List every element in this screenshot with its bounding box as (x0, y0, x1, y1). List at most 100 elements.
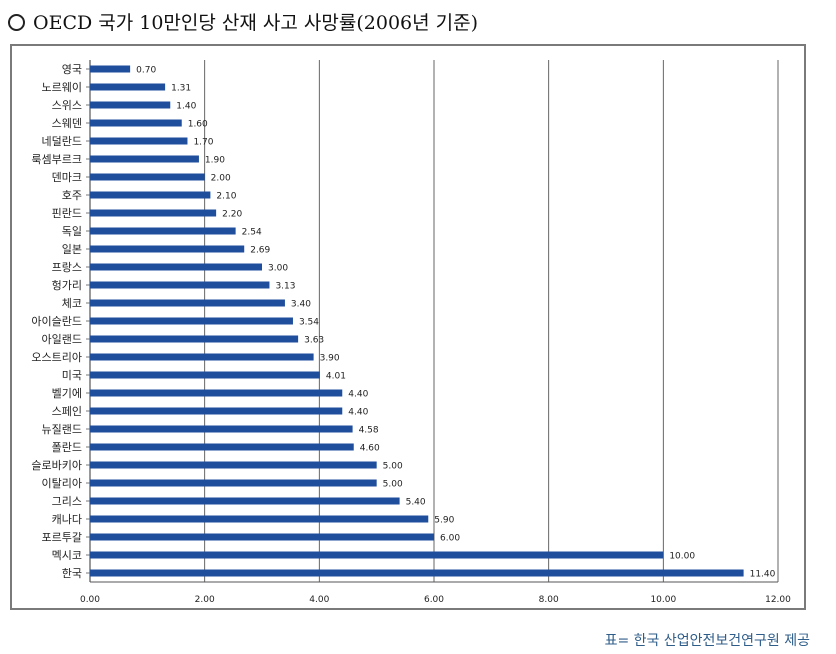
bar (90, 101, 171, 109)
category-label: 뉴질랜드 (42, 423, 82, 436)
category-label: 멕시코 (52, 549, 82, 562)
x-tick-label: 2.00 (195, 595, 215, 605)
chart-frame: 0.00 2.00 4.00 6.00 8.00 10.00 12.00 영국 0.70 노르웨이… (10, 44, 806, 610)
bar-value-label: 2.20 (222, 210, 242, 220)
category-label: 아이슬란드 (31, 315, 82, 328)
category-label: 핀란드 (52, 207, 82, 220)
bar (90, 137, 188, 145)
bar (90, 65, 131, 73)
category-label: 스위스 (52, 99, 82, 112)
category-label: 노르웨이 (42, 81, 82, 94)
bar (90, 497, 400, 505)
bar (90, 353, 314, 361)
bar-value-label: 1.40 (176, 102, 196, 112)
bar (90, 425, 353, 433)
bar (90, 335, 299, 343)
x-tick-label: 4.00 (309, 595, 329, 605)
category-label: 한국 (62, 567, 82, 580)
bar (90, 371, 320, 379)
bar-value-label: 6.00 (440, 534, 460, 544)
category-label: 벨기에 (52, 387, 82, 400)
bar (90, 407, 343, 415)
category-label: 일본 (62, 242, 82, 256)
source-caption: 표= 한국 산업안전보건연구원 제공 (604, 633, 810, 649)
bar-value-label: 0.70 (136, 66, 156, 76)
bar (90, 209, 217, 217)
category-label: 호주 (62, 189, 82, 202)
x-tick-label: 6.00 (424, 595, 444, 605)
bar (90, 443, 354, 451)
bar-value-label: 5.40 (406, 498, 426, 508)
bar (90, 515, 429, 523)
bar-value-label: 1.70 (193, 138, 213, 148)
bar (90, 389, 343, 397)
bar-value-label: 3.00 (268, 264, 288, 274)
category-label: 헝가리 (52, 279, 82, 292)
category-label: 덴마크 (52, 171, 82, 184)
bar (90, 479, 377, 487)
bar-value-label: 2.54 (242, 228, 262, 238)
bar-value-label: 3.40 (291, 300, 311, 310)
bar-value-label: 4.40 (348, 408, 368, 418)
x-tick-label: 8.00 (539, 595, 559, 605)
bar (90, 263, 262, 271)
category-label: 룩셈부르크 (31, 153, 82, 166)
bar (90, 317, 293, 325)
bar (90, 299, 285, 307)
bar-value-label: 2.00 (211, 174, 231, 184)
bar-value-label: 3.63 (304, 336, 324, 346)
category-label: 미국 (62, 369, 82, 382)
bar (90, 173, 205, 181)
bar-value-label: 4.01 (326, 372, 346, 382)
category-label: 폴란드 (52, 441, 82, 454)
bar (90, 245, 245, 253)
category-label: 스웨덴 (52, 117, 82, 130)
category-label: 프랑스 (52, 261, 82, 274)
x-tick-label: 0.00 (80, 595, 100, 605)
chart-title-text: OECD 국가 10만인당 산재 사고 사망률(2006년 기준) (33, 12, 479, 34)
bar (90, 155, 199, 163)
category-label: 아일랜드 (42, 332, 82, 346)
category-label: 오스트리아 (31, 351, 82, 364)
bar-value-label: 5.90 (434, 516, 454, 526)
bar (90, 569, 744, 577)
category-label: 체코 (62, 297, 82, 310)
bar (90, 227, 236, 235)
bar (90, 191, 211, 199)
bar (90, 281, 270, 289)
bar-value-label: 3.90 (320, 354, 340, 364)
bar-value-label: 11.40 (750, 570, 776, 580)
category-label: 네덜란드 (42, 135, 82, 148)
x-tick-label: 12.00 (765, 595, 791, 605)
category-label: 독일 (62, 224, 82, 238)
x-tick-label: 10.00 (650, 595, 676, 605)
bar-value-label: 1.31 (171, 84, 191, 94)
bar (90, 533, 434, 541)
bar-value-label: 10.00 (669, 552, 695, 562)
bar-value-label: 4.40 (348, 390, 368, 400)
bar (90, 461, 377, 469)
bar-value-label: 2.69 (250, 246, 270, 256)
bar-value-label: 4.58 (359, 426, 379, 436)
bar-value-label: 5.00 (383, 480, 403, 490)
bar (90, 551, 664, 559)
bar-value-label: 3.13 (275, 282, 295, 292)
bar-chart: 0.00 2.00 4.00 6.00 8.00 10.00 12.00 영국 0.70 노르웨이… (31, 60, 791, 605)
bar (90, 119, 182, 127)
bar-value-label: 5.00 (383, 462, 403, 472)
category-label: 슬로바키아 (31, 459, 82, 472)
category-label: 캐나다 (52, 513, 82, 526)
category-label: 영국 (62, 63, 82, 76)
bar-value-label: 1.90 (205, 156, 225, 166)
circle-bullet-icon (8, 13, 25, 31)
category-label: 포르투갈 (42, 530, 82, 544)
bar-value-label: 1.60 (188, 120, 208, 130)
bar-value-label: 3.54 (299, 318, 319, 328)
category-label: 그리스 (52, 495, 82, 508)
category-label: 스페인 (52, 405, 82, 418)
bar (90, 83, 166, 91)
bar-value-label: 2.10 (216, 192, 236, 202)
bar-value-label: 4.60 (360, 444, 380, 454)
chart-title: OECD 국가 10만인당 산재 사고 사망률(2006년 기준) (8, 8, 478, 35)
category-label: 이탈리아 (42, 477, 82, 490)
